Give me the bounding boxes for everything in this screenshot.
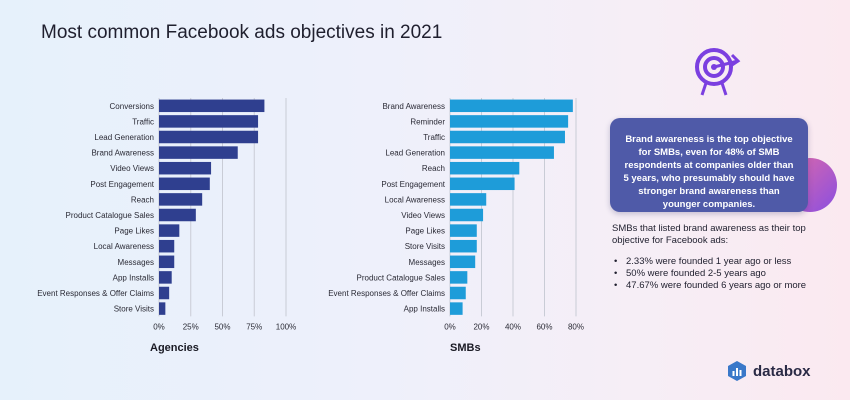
category-label: Video Views bbox=[401, 211, 445, 220]
category-label: Traffic bbox=[423, 133, 445, 142]
bar bbox=[450, 193, 487, 206]
bar bbox=[450, 99, 573, 113]
bar bbox=[450, 146, 554, 159]
bar bbox=[159, 99, 265, 113]
bar bbox=[450, 224, 477, 237]
x-tick-label: 75% bbox=[246, 322, 262, 331]
smb-note: SMBs that listed brand awareness as thei… bbox=[612, 223, 806, 246]
founding-bullets: 2.33% were founded 1 year ago or less 50… bbox=[612, 256, 812, 292]
category-label: Brand Awareness bbox=[382, 102, 445, 111]
bar bbox=[159, 161, 212, 175]
bar bbox=[159, 302, 166, 315]
bar bbox=[159, 208, 196, 222]
x-tick-label: 0% bbox=[153, 322, 165, 331]
category-label: Product Catalogue Sales bbox=[357, 273, 446, 282]
category-label: Lead Generation bbox=[385, 149, 445, 158]
x-tick-label: 100% bbox=[276, 322, 296, 331]
bar bbox=[450, 239, 477, 253]
category-label: Store Visits bbox=[405, 242, 445, 251]
category-label: Traffic bbox=[132, 117, 154, 126]
x-tick-label: 25% bbox=[183, 322, 199, 331]
databox-logo-icon bbox=[728, 361, 746, 381]
x-tick-label: 50% bbox=[214, 322, 230, 331]
bar bbox=[450, 255, 476, 269]
x-tick-label: 0% bbox=[444, 322, 456, 331]
category-label: Event Responses & Offer Claims bbox=[328, 289, 445, 298]
category-label: Page Likes bbox=[405, 227, 445, 236]
bar bbox=[450, 161, 520, 175]
bar bbox=[159, 130, 259, 144]
bar bbox=[450, 208, 484, 222]
category-label: Conversions bbox=[110, 102, 154, 111]
bar bbox=[159, 271, 172, 284]
bullet-item: 47.67% were founded 6 years ago or more bbox=[612, 280, 812, 292]
category-label: Local Awareness bbox=[385, 195, 445, 204]
page-title: Most common Facebook ads objectives in 2… bbox=[41, 22, 443, 43]
bar bbox=[159, 255, 175, 269]
category-label: Page Likes bbox=[114, 227, 154, 236]
target-arrow-icon bbox=[695, 48, 741, 96]
category-label: Event Responses & Offer Claims bbox=[37, 289, 154, 298]
bar bbox=[450, 115, 569, 128]
bullet-item: 2.33% were founded 1 year ago or less bbox=[612, 256, 812, 268]
category-label: App Installs bbox=[113, 273, 154, 282]
x-tick-label: 20% bbox=[473, 322, 489, 331]
x-tick-label: 80% bbox=[568, 322, 584, 331]
bar bbox=[450, 302, 463, 315]
callout-box: Brand awareness is the top objective for… bbox=[610, 118, 808, 212]
chart-subtitle: SMBs bbox=[450, 342, 481, 354]
bar bbox=[450, 286, 466, 300]
databox-logo: databox bbox=[727, 360, 811, 382]
chart-subtitle: Agencies bbox=[150, 342, 199, 354]
brand-name: databox bbox=[753, 362, 811, 380]
bar bbox=[450, 177, 515, 191]
category-label: Store Visits bbox=[114, 305, 154, 314]
bar bbox=[450, 271, 468, 284]
category-label: App Installs bbox=[404, 305, 445, 314]
category-label: Reach bbox=[422, 164, 445, 173]
category-label: Brand Awareness bbox=[91, 149, 154, 158]
category-label: Reach bbox=[131, 195, 154, 204]
x-tick-label: 40% bbox=[505, 322, 521, 331]
category-label: Reminder bbox=[410, 117, 445, 126]
bar bbox=[159, 224, 180, 237]
category-label: Local Awareness bbox=[94, 242, 154, 251]
category-label: Messages bbox=[409, 258, 445, 267]
bar bbox=[159, 193, 203, 206]
bar bbox=[159, 146, 238, 159]
bar bbox=[159, 286, 170, 300]
category-label: Lead Generation bbox=[94, 133, 154, 142]
bar bbox=[159, 239, 175, 253]
x-tick-label: 60% bbox=[536, 322, 552, 331]
category-label: Post Engagement bbox=[381, 180, 445, 189]
bar bbox=[450, 130, 565, 144]
category-label: Product Catalogue Sales bbox=[66, 211, 155, 220]
bar bbox=[159, 115, 259, 128]
bullet-item: 50% were founded 2-5 years ago bbox=[612, 268, 812, 280]
category-label: Messages bbox=[118, 258, 154, 267]
bar bbox=[159, 177, 210, 191]
category-label: Video Views bbox=[110, 164, 154, 173]
category-label: Post Engagement bbox=[90, 180, 154, 189]
